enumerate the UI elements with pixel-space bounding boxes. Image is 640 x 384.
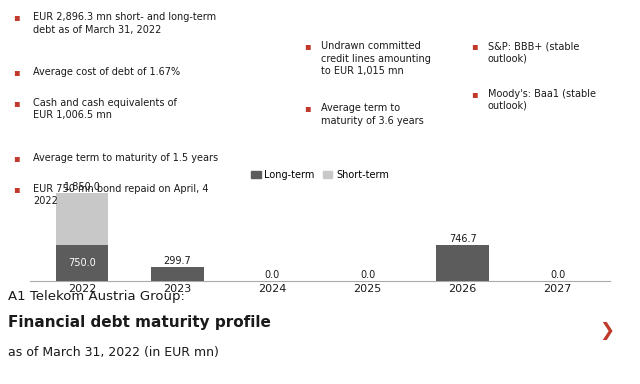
Text: ▪: ▪ <box>13 67 19 77</box>
Text: ▪: ▪ <box>305 103 311 113</box>
Text: S&P: BBB+ (stable
outlook): S&P: BBB+ (stable outlook) <box>488 41 579 64</box>
Text: ▪: ▪ <box>13 98 19 108</box>
Text: Average term to
maturity of 3.6 years: Average term to maturity of 3.6 years <box>321 103 424 126</box>
Text: Ratings: Ratings <box>521 12 572 25</box>
Text: ▪: ▪ <box>13 12 19 22</box>
Text: A1 Telekom Austria Group:: A1 Telekom Austria Group: <box>8 290 185 303</box>
Text: Undrawn committed
credit lines amounting
to EUR 1,015 mn: Undrawn committed credit lines amounting… <box>321 41 431 76</box>
Text: Moody's: Baa1 (stable
outlook): Moody's: Baa1 (stable outlook) <box>488 89 596 111</box>
Text: 0.0: 0.0 <box>550 270 565 280</box>
Text: 746.7: 746.7 <box>449 234 477 244</box>
Text: ▪: ▪ <box>305 41 311 51</box>
Text: Average term to maturity of 1.5 years: Average term to maturity of 1.5 years <box>33 153 218 163</box>
Text: as of March 31, 2022 (in EUR mn): as of March 31, 2022 (in EUR mn) <box>8 346 219 359</box>
Legend: Long-term, Short-term: Long-term, Short-term <box>247 166 393 184</box>
Text: ▪: ▪ <box>13 153 19 163</box>
Bar <box>56 193 108 245</box>
Text: Cash and cash equivalents of
EUR 1,006.5 mn: Cash and cash equivalents of EUR 1,006.5… <box>33 98 177 120</box>
Text: ❯: ❯ <box>599 321 614 339</box>
Text: ▪: ▪ <box>472 41 478 51</box>
Text: Average cost of debt of 1.67%: Average cost of debt of 1.67% <box>33 67 180 77</box>
Bar <box>56 245 108 281</box>
Text: 750.0: 750.0 <box>68 258 96 268</box>
Text: 1,850.0: 1,850.0 <box>64 182 100 192</box>
Text: 0.0: 0.0 <box>360 270 375 280</box>
Text: ▪: ▪ <box>472 89 478 99</box>
Text: EUR 750 mn bond repaid on April, 4
2022: EUR 750 mn bond repaid on April, 4 2022 <box>33 184 209 206</box>
Text: ▪: ▪ <box>13 184 19 194</box>
Bar <box>151 267 204 281</box>
Text: 299.7: 299.7 <box>163 255 191 266</box>
Text: Lines of credit: Lines of credit <box>332 12 427 25</box>
Text: 0.0: 0.0 <box>265 270 280 280</box>
Bar <box>436 245 489 281</box>
Text: Financial debt maturity profile: Financial debt maturity profile <box>8 315 271 330</box>
Text: EUR 2,896.3 mn short- and long-term
debt as of March 31, 2022: EUR 2,896.3 mn short- and long-term debt… <box>33 12 216 35</box>
